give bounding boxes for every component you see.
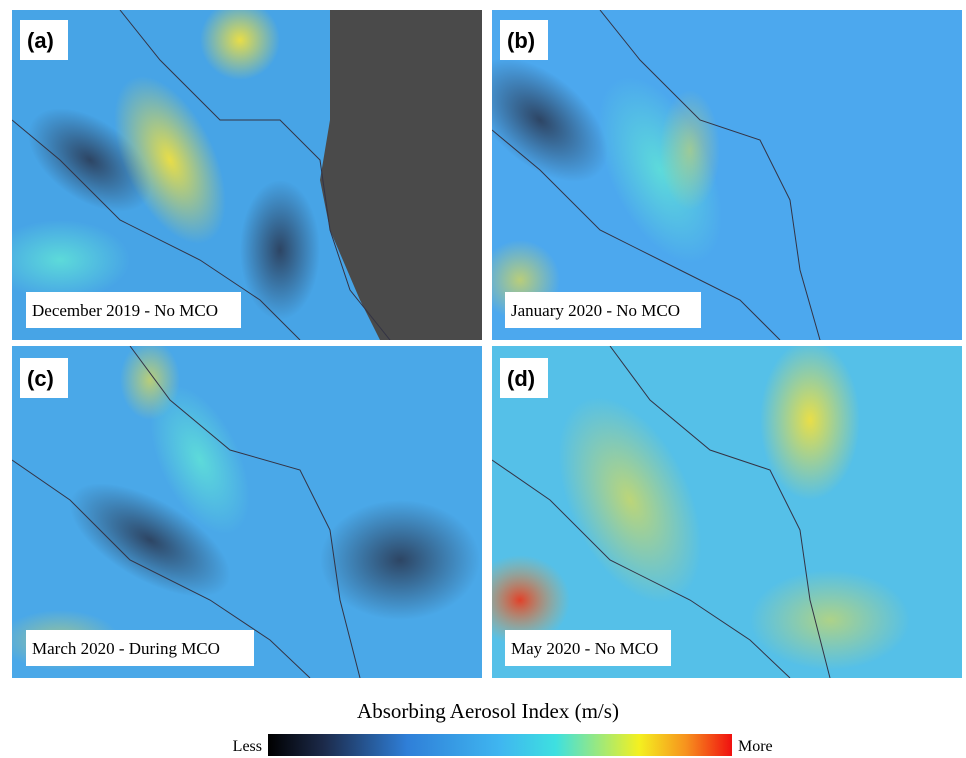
- label-box: [20, 20, 68, 60]
- map-panel: [492, 10, 962, 340]
- panel-caption: May 2020 - No MCO: [511, 639, 658, 658]
- map-panel: [12, 10, 482, 340]
- panel-d-text: (d) May 2020 - No MCO: [500, 358, 671, 666]
- colorbar-title: Absorbing Aerosol Index (m/s): [357, 699, 619, 723]
- panel-caption: January 2020 - No MCO: [511, 301, 680, 320]
- caption-box: [505, 630, 671, 666]
- caption-box: [26, 292, 241, 328]
- panel-label: (a): [27, 28, 54, 53]
- colorbar-min-label: Less: [233, 738, 262, 755]
- panel-c-text: (c) March 2020 - During MCO: [20, 358, 254, 666]
- map-panel: [12, 346, 482, 678]
- panel-label: (d): [507, 366, 535, 391]
- panel-label: (c): [27, 366, 54, 391]
- caption-box: [26, 630, 254, 666]
- map-panel: [492, 346, 962, 678]
- colorbar-max-label: More: [738, 738, 773, 755]
- panel-label: (b): [507, 28, 535, 53]
- caption-box: [505, 292, 701, 328]
- label-box: [20, 358, 68, 398]
- panel-caption: December 2019 - No MCO: [32, 301, 218, 320]
- panel-caption: March 2020 - During MCO: [32, 639, 220, 658]
- panel-b-text: (b) January 2020 - No MCO: [500, 20, 701, 328]
- panel-a-text: (a) December 2019 - No MCO: [20, 20, 241, 328]
- colorbar: [268, 734, 732, 756]
- label-box: [500, 358, 548, 398]
- label-box: [500, 20, 548, 60]
